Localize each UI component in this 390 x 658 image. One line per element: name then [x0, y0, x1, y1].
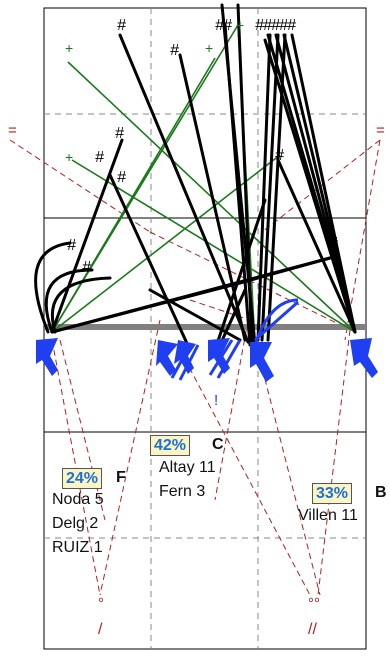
blue-arrow	[350, 338, 378, 378]
zone-f-percent: 24%	[62, 468, 103, 489]
zone-b-letter: B	[375, 484, 387, 501]
attack-curve	[34, 241, 72, 334]
plus-mark: +	[65, 40, 73, 56]
serve-line	[51, 339, 101, 596]
blue-arrow	[156, 340, 178, 376]
attack-mark: #	[255, 17, 265, 34]
attack-curve	[50, 276, 112, 334]
attack-mark: #	[329, 235, 339, 252]
zone-b-percent: 33%	[312, 483, 353, 504]
zone-f-letter: F	[116, 469, 126, 486]
serve-line	[179, 349, 311, 596]
slash-mark: //	[308, 621, 317, 638]
attack-line	[290, 33, 357, 334]
zone-c-player: Fern 3	[159, 483, 206, 500]
blue-arrow	[208, 338, 230, 374]
serve-line	[214, 309, 251, 501]
plus-mark: +	[236, 17, 244, 33]
zone-f-player: Noda 5	[52, 491, 104, 508]
attack-line	[276, 158, 357, 334]
green-line	[51, 24, 239, 333]
attack-mark: #	[287, 17, 297, 34]
attack-mark: #	[275, 147, 285, 164]
reception-arrows	[36, 338, 378, 382]
attack-line	[50, 138, 124, 334]
serve-line	[9, 139, 151, 233]
attack-line	[260, 33, 280, 342]
attack-mark: #	[117, 169, 127, 186]
marks: ### # # # # # ########++++!= =° °°///	[8, 17, 385, 638]
zone-c-player: Altay 11	[159, 459, 216, 476]
serve-line	[317, 329, 351, 596]
attack-line	[118, 33, 250, 344]
attack-mark: #	[170, 42, 180, 59]
plus-mark: +	[65, 149, 73, 165]
zone-c-letter: C	[212, 436, 224, 453]
blue-arrow	[36, 338, 58, 376]
zone-f-player: RUIZ 1	[52, 539, 103, 556]
blue-line	[254, 300, 299, 342]
attack-mark: #	[271, 17, 281, 34]
attack-curve	[44, 268, 94, 334]
attack-line	[218, 288, 247, 347]
attack-mark: #	[82, 259, 92, 276]
attack-mark: #	[279, 17, 289, 34]
serve-line	[149, 231, 356, 333]
attack-mark: #	[115, 125, 125, 142]
exclaim-mark: !	[214, 392, 218, 409]
bracket-mark: =	[376, 122, 385, 139]
green-line	[71, 159, 356, 333]
zone-c-percent: 42%	[150, 435, 191, 456]
zone-f-player: Delg 2	[52, 515, 99, 532]
attack-line	[213, 198, 267, 352]
point-mark: °°	[308, 595, 320, 612]
plus-mark: +	[205, 40, 213, 56]
serve-line	[344, 139, 381, 341]
blue-arrow	[250, 342, 274, 382]
blue-arrow	[174, 340, 196, 374]
blue-curve	[253, 298, 299, 346]
attack-mark: #	[117, 17, 127, 34]
slash-mark: /	[98, 621, 103, 638]
serve-line	[254, 339, 321, 596]
attack-mark: #	[215, 17, 225, 34]
attack-mark: #	[67, 237, 77, 254]
serve-line	[59, 339, 106, 521]
attack-line	[238, 256, 332, 285]
attack-mark: #	[223, 17, 233, 34]
serve-lines	[9, 139, 381, 596]
black-attacks	[34, 3, 357, 352]
attack-line	[263, 38, 357, 334]
attack-line	[256, 33, 272, 342]
green-line	[51, 154, 281, 333]
point-mark: °	[98, 595, 104, 612]
attack-mark: #	[95, 149, 105, 166]
attack-line	[220, 3, 257, 347]
attack-line	[108, 173, 192, 352]
serve-line	[99, 319, 161, 596]
attack-mark: #	[263, 17, 273, 34]
blue-line	[216, 339, 242, 379]
bracket-mark: =	[8, 122, 17, 139]
zone-b-player: Villen 11	[298, 507, 358, 524]
attack-line	[50, 281, 242, 334]
